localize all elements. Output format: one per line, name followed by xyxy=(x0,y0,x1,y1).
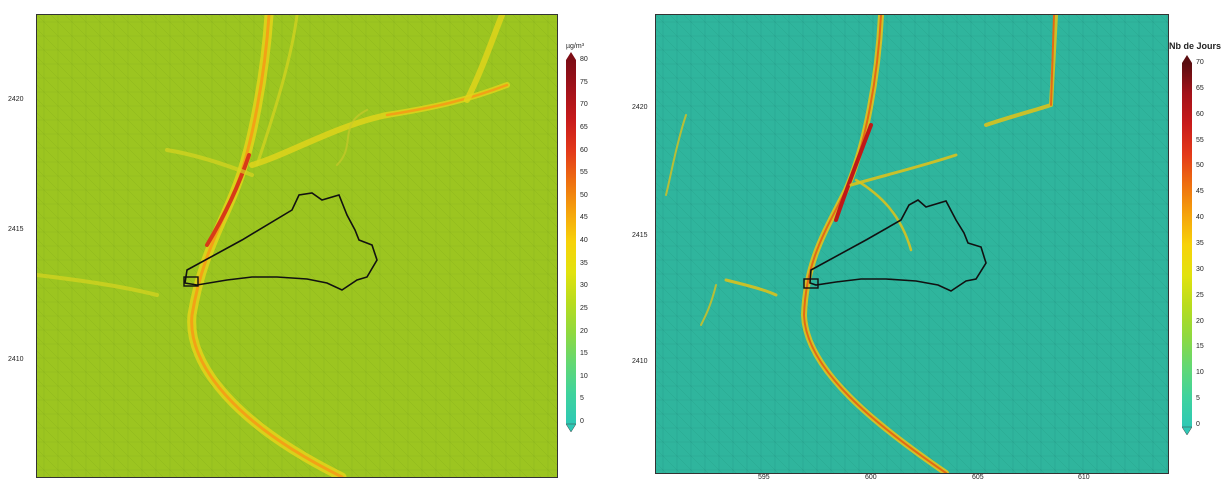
colorbar-tick-label: 60 xyxy=(580,146,588,154)
colorbar-tick-label: 45 xyxy=(1196,188,1204,196)
colorbar-tick-label: 5 xyxy=(580,395,584,403)
x-tick-label: 610 xyxy=(1078,474,1090,481)
colorbar-tick-label: 70 xyxy=(580,101,588,109)
colorbar-top-arrow xyxy=(566,52,576,60)
right-colorbar xyxy=(1182,55,1192,435)
road-north-west xyxy=(165,148,254,177)
colorbar-tick-label: 30 xyxy=(580,282,588,290)
colorbar-tick-label: 75 xyxy=(580,78,588,86)
airport-annex xyxy=(183,276,199,287)
left-colorbar-ticks: 80 75 70 65 60 55 50 45 40 35 30 25 20 15 10 5 0 xyxy=(580,56,610,426)
colorbar-tick-label: 15 xyxy=(1196,343,1204,351)
colorbar-tick-label: 15 xyxy=(580,350,588,358)
colorbar-tick-label: 65 xyxy=(1196,84,1204,92)
airport-boundary xyxy=(809,199,987,292)
colorbar-bottom-arrow xyxy=(1182,426,1192,435)
y-tick-label: 2415 xyxy=(632,232,648,239)
colorbar-tick-label: 30 xyxy=(1196,265,1204,273)
y-tick-label: 2420 xyxy=(8,96,24,103)
colorbar-tick-label: 55 xyxy=(580,169,588,177)
x-tick-label: 605 xyxy=(972,474,984,481)
colorbar-tick-label: 0 xyxy=(1196,421,1200,428)
colorbar-tick-label: 40 xyxy=(580,237,588,244)
colorbar-tick-label: 25 xyxy=(580,304,588,312)
colorbar-tick-label: 35 xyxy=(580,259,588,267)
colorbar-tick-label: 80 xyxy=(580,56,588,63)
airport-boundary xyxy=(184,192,378,291)
colorbar-tick-label: 0 xyxy=(580,418,584,425)
colorbar-tick-label: 25 xyxy=(1196,291,1204,299)
road-north-east xyxy=(464,15,505,103)
x-tick-label: 600 xyxy=(865,474,877,481)
road-west xyxy=(724,278,778,297)
colorbar-tick-label: 35 xyxy=(1196,240,1204,247)
colorbar-tick-label: 50 xyxy=(1196,162,1204,170)
colorbar-tick-label: 65 xyxy=(580,123,588,131)
colorbar-tick-label: 40 xyxy=(1196,214,1204,222)
right-map-panel: 2420 2415 2410 595 600 605 610 Nb de Jou… xyxy=(612,0,1224,485)
airport-annex xyxy=(803,278,819,289)
y-tick-label: 2410 xyxy=(8,356,24,363)
colorbar-tick-label: 20 xyxy=(580,327,588,335)
right-colorbar-title: Nb de Jours xyxy=(1169,41,1222,51)
left-colorbar xyxy=(566,52,576,432)
colorbar-tick-label: 60 xyxy=(1196,110,1204,118)
road-spur xyxy=(854,178,913,252)
colorbar-tick-label: 55 xyxy=(1196,136,1204,144)
colorbar-tick-label: 70 xyxy=(1196,59,1204,66)
road-west xyxy=(37,273,159,297)
left-map-panel: 2420 2415 2410 µg/m³ 80 75 70 65 60 55 50 45 40 3… xyxy=(8,14,610,478)
x-tick-label: 595 xyxy=(758,474,770,481)
left-concentration-map xyxy=(36,14,558,478)
colorbar-tick-label: 10 xyxy=(1196,369,1204,377)
colorbar-tick-label: 5 xyxy=(1196,395,1200,403)
colorbar-bottom-arrow xyxy=(566,423,576,432)
y-tick-label: 2420 xyxy=(632,104,648,111)
y-tick-label: 2410 xyxy=(632,358,648,365)
right-exceedance-days-map xyxy=(655,14,1169,474)
y-tick-label: 2415 xyxy=(8,226,24,233)
road-east xyxy=(849,153,958,187)
left-colorbar-title: µg/m³ xyxy=(566,43,585,50)
colorbar-tick-label: 50 xyxy=(580,191,588,199)
right-colorbar-ticks: 70 65 60 55 50 45 40 35 30 25 20 15 10 5 0 xyxy=(1196,59,1222,429)
colorbar-top-arrow xyxy=(1182,55,1192,63)
colorbar-gradient xyxy=(566,60,576,424)
colorbar-gradient xyxy=(1182,63,1192,427)
colorbar-tick-label: 20 xyxy=(1196,317,1204,325)
colorbar-tick-label: 10 xyxy=(580,372,588,380)
colorbar-tick-label: 45 xyxy=(580,214,588,222)
